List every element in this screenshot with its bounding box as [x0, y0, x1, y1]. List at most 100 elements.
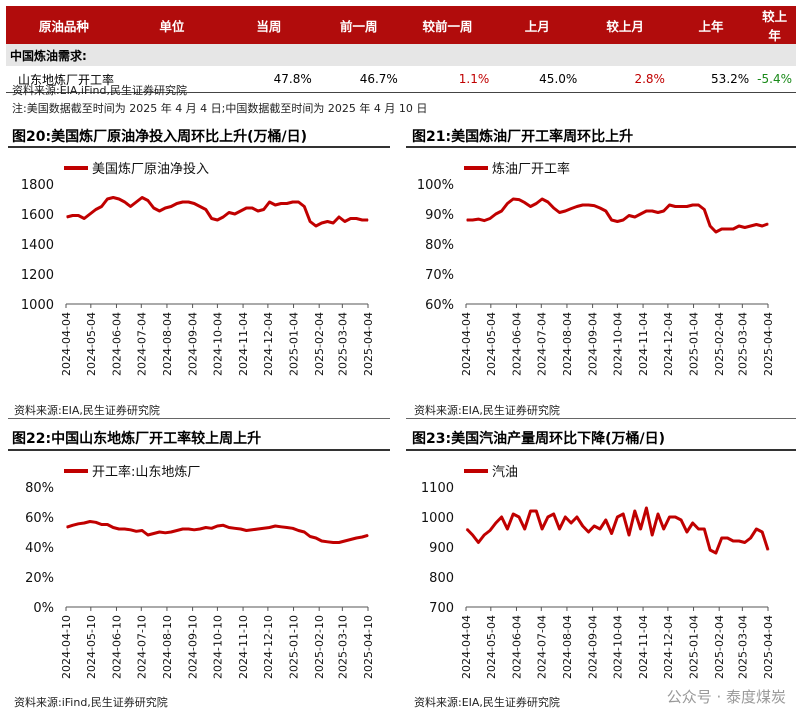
- x-tick-label: 2025-04-04: [762, 312, 775, 376]
- series-line: [66, 196, 368, 228]
- data-point: [100, 205, 103, 208]
- data-point: [466, 219, 468, 221]
- table-header-row: 原油品种 单位 当周 前一周 较前一周 上月 较上月 上年 较上年: [6, 6, 796, 44]
- data-point: [187, 201, 190, 203]
- y-tick-label: 1100: [421, 481, 454, 496]
- x-tick-label: 2025-02-10: [313, 615, 326, 679]
- y-tick-label: 1600: [21, 208, 54, 223]
- data-point: [709, 225, 711, 227]
- data-point: [651, 534, 653, 536]
- cell-vs-prev-week: 1.1%: [401, 66, 494, 93]
- data-point: [361, 219, 363, 221]
- data-point: [338, 216, 340, 218]
- x-tick-label: 2024-10-10: [211, 615, 224, 679]
- x-tick-label: 2024-11-10: [237, 615, 250, 679]
- data-point: [182, 201, 184, 203]
- data-point: [124, 201, 126, 203]
- data-point: [674, 205, 676, 208]
- x-tick-label: 2024-07-04: [535, 312, 548, 376]
- data-point: [216, 219, 219, 221]
- data-point: [587, 531, 590, 533]
- data-point: [663, 210, 665, 212]
- x-tick-label: 2024-09-10: [187, 615, 200, 679]
- data-point: [77, 214, 80, 217]
- data-point: [738, 225, 740, 227]
- y-tick-label: 1800: [21, 178, 54, 193]
- data-point: [350, 217, 352, 220]
- data-point: [605, 519, 607, 521]
- data-point: [634, 510, 636, 512]
- title-rule: [406, 146, 796, 148]
- x-tick-label: 2024-04-04: [60, 312, 73, 376]
- chart-title-21: 图21:美国炼油厂开工率周环比上升: [412, 129, 634, 145]
- data-point: [576, 205, 578, 208]
- data-point: [228, 211, 230, 214]
- data-point: [767, 549, 769, 551]
- y-tick-label: 60%: [25, 511, 54, 526]
- data-point: [268, 201, 271, 203]
- x-tick-label: 2024-05-10: [85, 615, 98, 679]
- series-line: [465, 506, 770, 555]
- chart-title-22: 图22:中国山东地炼厂开工率较上周上升: [12, 431, 262, 447]
- data-point: [489, 217, 491, 220]
- title-rule: [8, 449, 390, 451]
- x-tick-label: 2024-11-04: [637, 312, 650, 376]
- data-point: [721, 537, 723, 539]
- y-tick-label: 90%: [425, 208, 454, 223]
- data-point: [158, 531, 161, 533]
- data-point: [355, 217, 358, 220]
- x-tick-label: 2024-09-04: [587, 312, 600, 376]
- data-point: [332, 541, 334, 544]
- data-point: [228, 526, 230, 529]
- y-tick-label: 700: [429, 601, 454, 616]
- title-rule: [8, 146, 390, 148]
- x-tick-label: 2024-04-04: [460, 312, 473, 376]
- data-point: [170, 205, 172, 208]
- data-point: [506, 528, 508, 530]
- data-point: [147, 199, 149, 202]
- cell-current: 47.8%: [222, 66, 316, 93]
- data-point: [726, 228, 729, 230]
- data-point: [547, 201, 549, 203]
- x-tick-label: 2025-03-04: [736, 615, 749, 679]
- data-point: [297, 201, 300, 203]
- data-point: [541, 198, 543, 200]
- data-point: [558, 211, 561, 214]
- data-point: [199, 205, 201, 208]
- x-tick-label: 2024-06-10: [110, 615, 123, 679]
- data-point: [245, 207, 247, 209]
- data-point: [611, 219, 613, 221]
- data-point: [257, 210, 259, 212]
- data-point: [141, 196, 143, 199]
- x-tick-label: 2024-07-10: [135, 615, 148, 679]
- data-point: [193, 202, 195, 205]
- x-tick-label: 2025-01-04: [688, 615, 701, 679]
- section-label: 中国炼油需求:: [6, 44, 796, 66]
- data-point: [500, 210, 503, 212]
- data-point: [639, 528, 642, 530]
- data-point: [553, 207, 555, 209]
- data-point: [222, 524, 224, 526]
- data-point: [292, 527, 294, 529]
- x-tick-label: 2024-09-04: [187, 312, 200, 376]
- data-point: [106, 523, 108, 526]
- data-point: [205, 208, 207, 211]
- cell-prev-week: 46.7%: [315, 66, 402, 93]
- data-point: [697, 528, 700, 530]
- data-point: [599, 528, 601, 530]
- data-point: [263, 527, 265, 529]
- col-header: 上年: [668, 6, 754, 44]
- col-header: 较前一周: [401, 6, 494, 44]
- data-point: [147, 534, 149, 536]
- data-point: [286, 202, 288, 205]
- data-point: [535, 202, 537, 205]
- cell-last-year: 53.2%: [668, 66, 754, 93]
- data-point: [570, 522, 572, 524]
- data-point: [263, 208, 265, 211]
- data-point: [205, 526, 207, 529]
- data-point: [234, 213, 236, 215]
- data-point: [129, 529, 132, 531]
- data-point: [715, 552, 717, 554]
- data-point: [506, 202, 508, 205]
- source-rule: [406, 418, 796, 419]
